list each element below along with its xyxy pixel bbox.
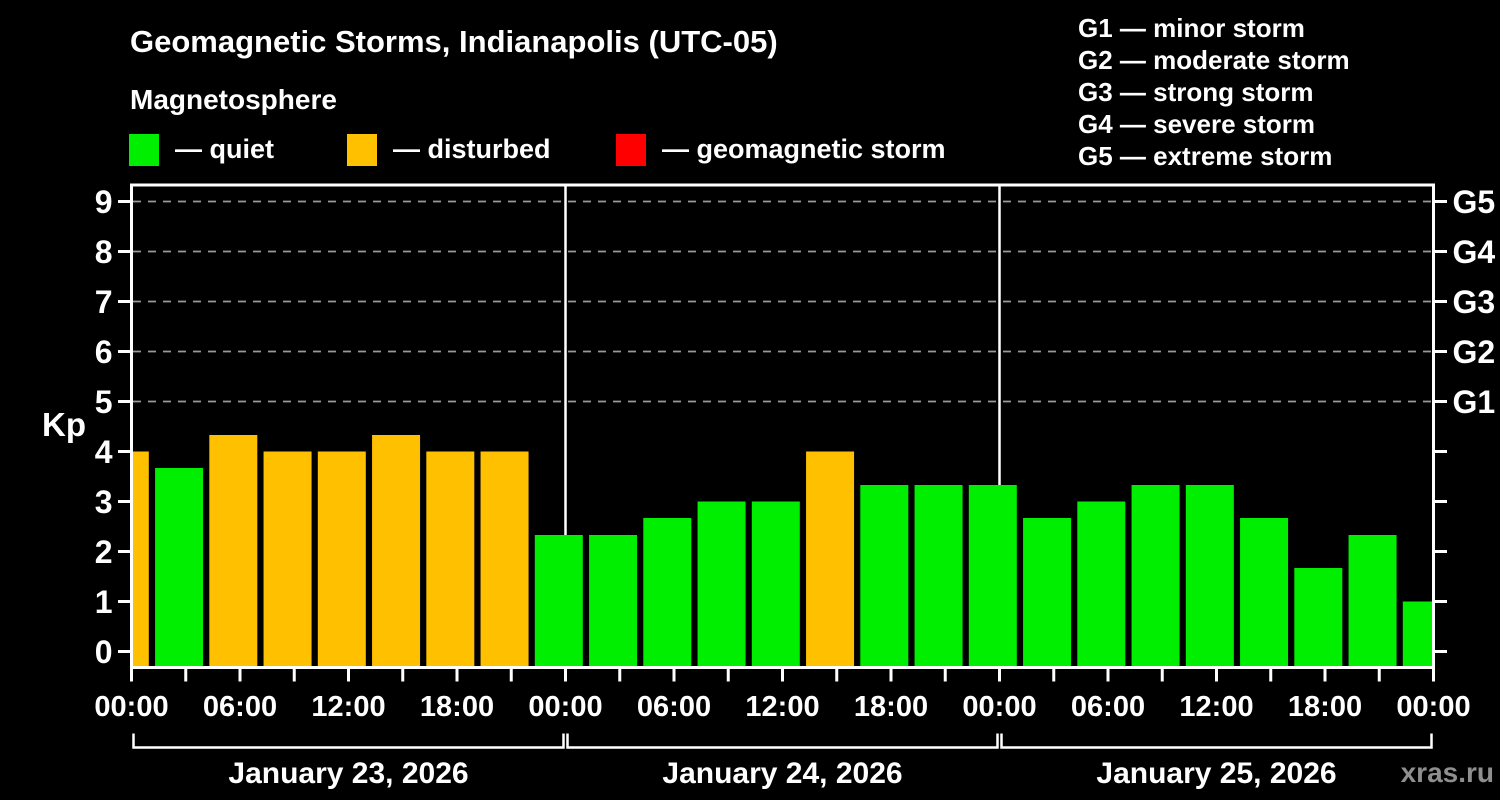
kp-bar — [1348, 535, 1397, 668]
y-tick-label: 2 — [95, 534, 113, 570]
y-tick-label: 5 — [95, 384, 113, 420]
kp-bar — [155, 468, 204, 668]
kp-bar — [751, 501, 800, 668]
time-label: 00:00 — [528, 691, 602, 723]
legend-label-quiet: — quiet — [175, 134, 274, 164]
kp-bar — [1131, 485, 1180, 668]
time-label: 18:00 — [1288, 691, 1362, 723]
plot-border — [130, 183, 1435, 669]
y-axis-title: Kp — [42, 406, 86, 443]
time-label: 06:00 — [1071, 691, 1145, 723]
y-tick-label: 9 — [95, 184, 113, 220]
chart-title: Geomagnetic Storms, Indianapolis (UTC-05… — [130, 24, 778, 59]
y-tick-label: 4 — [95, 434, 113, 470]
kp-bar — [1402, 601, 1434, 668]
g-legend-row-g5: G5 — extreme storm — [1078, 141, 1333, 171]
g-legend-row-g3: G3 — strong storm — [1078, 77, 1314, 107]
kp-bar — [317, 451, 366, 668]
time-label: 00:00 — [94, 691, 168, 723]
kp-bar — [643, 518, 692, 668]
y-tick-label: 0 — [95, 634, 113, 670]
time-label: 00:00 — [1396, 691, 1470, 723]
storm-color-swatch — [616, 133, 646, 166]
g-legend-row-g2: G2 — moderate storm — [1078, 45, 1350, 75]
kp-bar — [1294, 568, 1343, 668]
time-label: 12:00 — [311, 691, 385, 723]
y-tick-label: 1 — [95, 584, 113, 620]
y-tick-label: 6 — [95, 334, 113, 370]
kp-bar — [860, 485, 909, 668]
y-tick-label: 7 — [95, 284, 113, 320]
g-level-label: G2 — [1453, 334, 1496, 370]
g-level-label: G1 — [1453, 384, 1496, 420]
date-bracket — [1000, 733, 1433, 749]
date-label: January 25, 2026 — [1096, 757, 1336, 790]
watermark: xras.ru — [1400, 757, 1494, 788]
kp-bar — [697, 501, 746, 668]
g-scale-legend: G1 — minor storm G2 — moderate storm G3 … — [1078, 12, 1350, 172]
kp-bar — [968, 485, 1017, 668]
time-label: 18:00 — [420, 691, 494, 723]
g-legend-row-g1: G1 — minor storm — [1078, 13, 1305, 43]
kp-bar — [534, 535, 583, 668]
legend-label-storm: — geomagnetic storm — [662, 134, 946, 164]
kp-bar — [426, 451, 475, 668]
g-level-label: G4 — [1453, 234, 1496, 270]
kp-bar — [209, 435, 258, 668]
legend-item-storm: — geomagnetic storm — [616, 133, 946, 166]
legend-item-quiet: — quiet — [129, 133, 274, 166]
kp-bar — [1023, 518, 1072, 668]
y-tick-label: 8 — [95, 234, 113, 270]
kp-bar — [806, 451, 855, 668]
chart-subtitle: Magnetosphere — [130, 84, 337, 115]
time-label: 00:00 — [962, 691, 1036, 723]
kp-bar — [1077, 501, 1126, 668]
y-tick-label: 3 — [95, 484, 113, 520]
time-label: 06:00 — [637, 691, 711, 723]
time-label: 12:00 — [745, 691, 819, 723]
date-bracket — [132, 733, 565, 749]
kp-bar — [1185, 485, 1234, 668]
time-label: 06:00 — [203, 691, 277, 723]
time-label: 18:00 — [854, 691, 928, 723]
g-level-label: G3 — [1453, 284, 1496, 320]
kp-bar — [263, 451, 312, 668]
g-legend-row-g4: G4 — severe storm — [1078, 109, 1316, 139]
kp-bar — [480, 451, 529, 668]
kp-bar — [914, 485, 963, 668]
kp-bar — [372, 435, 421, 668]
date-bracket — [566, 733, 999, 749]
kp-bar — [1240, 518, 1289, 668]
kp-bar — [589, 535, 638, 668]
legend-item-disturbed: — disturbed — [347, 133, 551, 166]
kp-bar — [131, 451, 149, 668]
disturbed-color-swatch — [347, 133, 377, 166]
time-label: 12:00 — [1179, 691, 1253, 723]
g-level-label: G5 — [1453, 184, 1496, 220]
legend-label-disturbed: — disturbed — [393, 134, 551, 164]
date-label: January 24, 2026 — [662, 757, 902, 790]
date-label: January 23, 2026 — [228, 757, 468, 790]
quiet-color-swatch — [129, 133, 159, 166]
